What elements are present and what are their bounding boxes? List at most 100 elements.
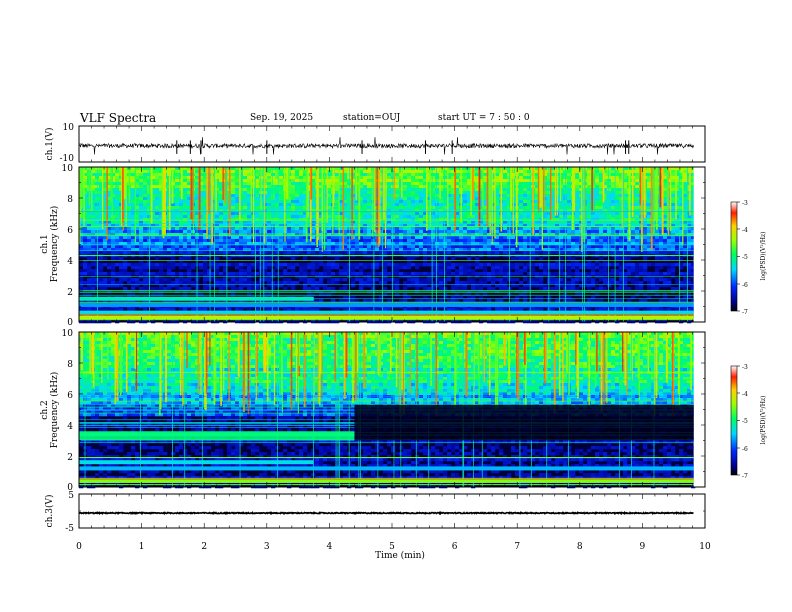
spectrogram-cell xyxy=(587,218,592,222)
spectrogram-cell xyxy=(455,251,460,255)
spectrogram-cell xyxy=(643,245,648,249)
spectrogram-cell xyxy=(359,233,364,237)
spectrogram-cell xyxy=(447,221,452,225)
spectrogram-cell xyxy=(307,203,312,207)
spectrogram-cell xyxy=(495,200,500,204)
spectrogram-cell xyxy=(131,182,136,186)
spectrogram-cell xyxy=(387,227,392,231)
spectrogram-cell xyxy=(431,191,436,195)
spectrogram-cell xyxy=(327,212,332,216)
spectrogram-cell xyxy=(115,221,120,225)
spectrogram-cell xyxy=(467,263,472,267)
spectrogram-cell xyxy=(231,173,236,177)
spectrogram-cell xyxy=(667,176,672,180)
spectrogram-cell xyxy=(523,233,528,237)
spectrogram-cell xyxy=(319,203,324,207)
spectrogram-cell xyxy=(307,167,312,171)
spectrogram-cell xyxy=(551,200,556,204)
spectrogram-cell xyxy=(443,251,448,255)
spectrogram-cell xyxy=(231,170,236,174)
spectrogram-cell xyxy=(231,263,236,267)
spectrogram-cell xyxy=(199,239,204,243)
spectrogram-cell xyxy=(335,197,340,201)
spectrogram-cell xyxy=(359,227,364,231)
spectrogram-cell xyxy=(683,236,688,240)
spectrogram-cell xyxy=(331,233,336,237)
spectrogram-cell xyxy=(83,197,88,201)
spectrogram-cell xyxy=(399,251,404,255)
spectrogram-cell xyxy=(523,227,528,231)
spectrogram-cell xyxy=(359,242,364,246)
spectrogram-cell xyxy=(663,176,668,180)
spectrogram-cell xyxy=(175,212,180,216)
spectrogram-cell xyxy=(395,221,400,225)
spectrogram-cell xyxy=(587,182,592,186)
spectrogram-cell xyxy=(127,245,132,249)
spectrogram-cell xyxy=(207,212,212,216)
spectrogram-cell xyxy=(675,221,680,225)
spectrogram-cell xyxy=(247,167,252,171)
spectrogram-cell xyxy=(403,191,408,195)
spectrogram-cell xyxy=(543,170,548,174)
spectrogram-cell xyxy=(235,248,240,252)
spectrogram-cell xyxy=(291,167,296,171)
spectrogram-cell xyxy=(391,194,396,198)
spectrogram-cell xyxy=(479,203,484,207)
spectrogram-cell xyxy=(155,221,160,225)
spectrogram-cell xyxy=(523,218,528,222)
spectrogram-cell xyxy=(463,179,468,183)
spectrogram-cell xyxy=(151,251,156,255)
spectrogram-cell xyxy=(175,221,180,225)
spectrogram-cell xyxy=(379,167,384,171)
spectrogram-cell xyxy=(303,167,308,171)
spectrogram-cell xyxy=(443,191,448,195)
spectrogram-cell xyxy=(419,185,424,189)
spectrogram-cell xyxy=(587,179,592,183)
spectrogram-cell xyxy=(247,173,252,177)
spectrogram-cell xyxy=(535,218,540,222)
spectrogram-cell xyxy=(679,248,684,252)
spectrogram-cell xyxy=(183,197,188,201)
spectrogram-cell xyxy=(243,215,248,219)
spectrogram-cell xyxy=(667,215,672,219)
spectrogram-cell xyxy=(79,245,84,249)
spectrogram-cell xyxy=(603,236,608,240)
spectrogram-cell xyxy=(635,215,640,219)
spectrogram-cell xyxy=(407,227,412,231)
spectrogram-cell xyxy=(91,263,96,267)
spectrogram-cell xyxy=(123,245,128,249)
spectrogram-cell xyxy=(399,221,404,225)
spectrogram-cell xyxy=(451,227,456,231)
spectrogram-cell xyxy=(667,212,672,216)
spectrogram-cell xyxy=(379,170,384,174)
spectrogram-cell xyxy=(455,179,460,183)
spectrogram-cell xyxy=(183,218,188,222)
spectrogram-cell xyxy=(275,245,280,249)
spectrogram-cell xyxy=(443,167,448,171)
spectrogram-cell xyxy=(691,248,696,252)
spectrogram-cell xyxy=(315,251,320,255)
spectrogram-cell xyxy=(623,230,628,234)
spectrogram-cell xyxy=(431,215,436,219)
spectrogram-cell xyxy=(475,194,480,198)
spectrogram-cell xyxy=(183,173,188,177)
spectrogram-cell xyxy=(447,212,452,216)
spectrogram-cell xyxy=(499,236,504,240)
spectrogram-cell xyxy=(499,245,504,249)
spectrogram-cell xyxy=(387,242,392,246)
spectrogram-cell xyxy=(143,194,148,198)
spectrogram-cell xyxy=(483,239,488,243)
spectrogram-cell xyxy=(495,182,500,186)
spectrogram-cell xyxy=(175,197,180,201)
spectrogram-cell xyxy=(127,224,132,228)
spectrogram-cell xyxy=(455,224,460,228)
spectrogram-cell xyxy=(235,263,240,267)
spectrogram-cell xyxy=(463,197,468,201)
spectrogram-cell xyxy=(211,200,216,204)
spectrogram-cell xyxy=(299,176,304,180)
spectrogram-cell xyxy=(171,242,176,246)
spectrogram-cell xyxy=(599,170,604,174)
spectrogram-cell xyxy=(459,227,464,231)
spectrogram-cell xyxy=(87,257,92,261)
spectrogram-cell xyxy=(411,233,416,237)
